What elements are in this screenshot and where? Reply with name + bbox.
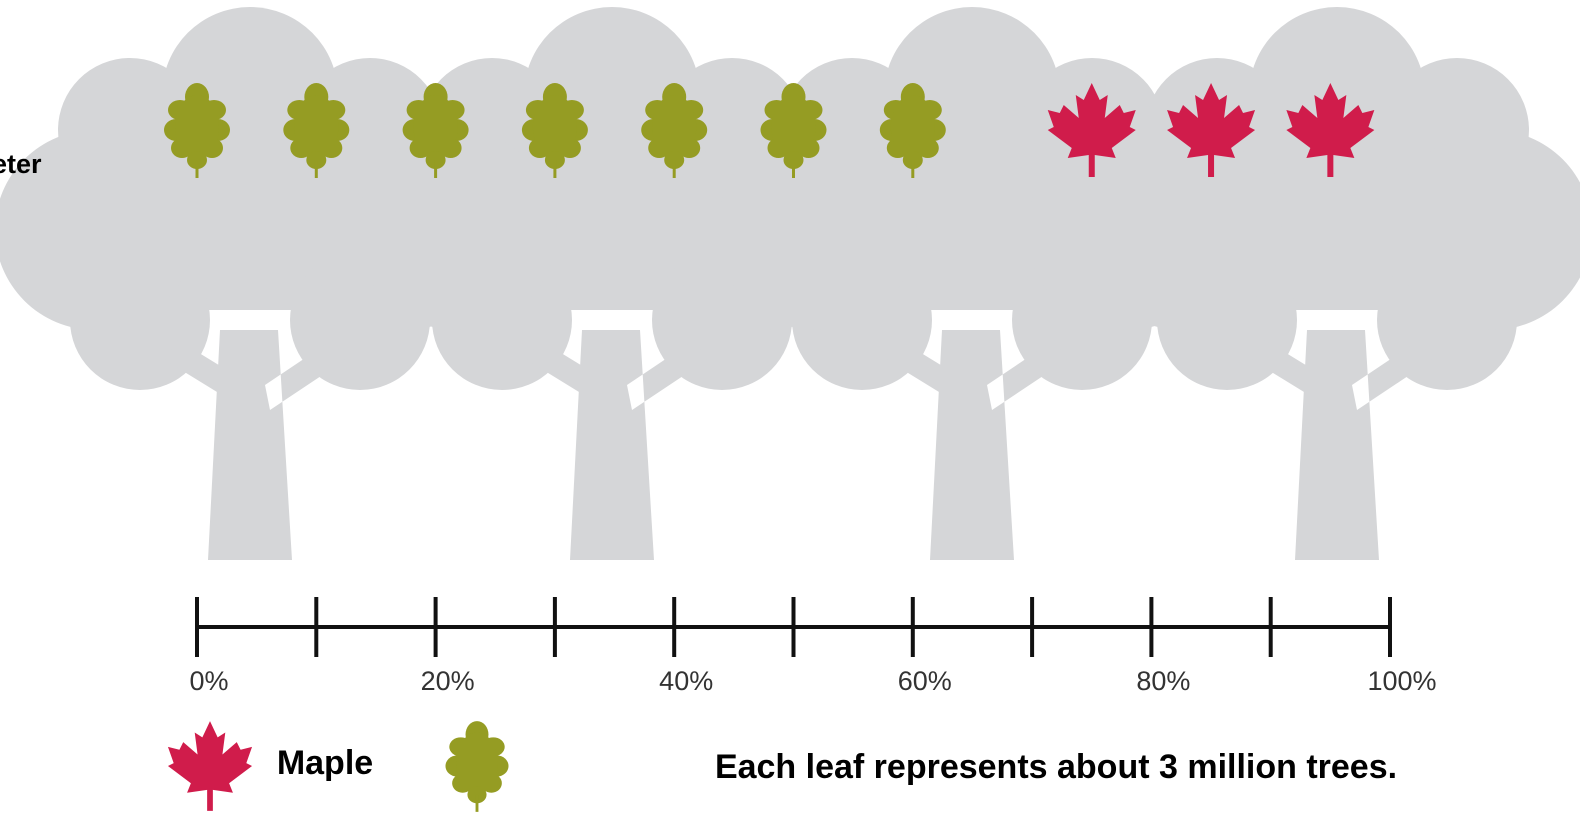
tree-trunk	[165, 330, 345, 560]
tree-trunk	[887, 330, 1067, 560]
tree-crown	[717, 130, 917, 330]
tree-crown	[1249, 7, 1425, 183]
x-tick-label: 100%	[1367, 666, 1436, 696]
x-tick-label: 60%	[898, 666, 952, 696]
x-tick-label: 80%	[1136, 666, 1190, 696]
legend-icon	[445, 721, 509, 812]
x-tick-label: 20%	[421, 666, 475, 696]
tree-crown	[0, 130, 195, 330]
x-tick-label: 40%	[659, 666, 713, 696]
tree-crown	[1082, 130, 1282, 330]
legend-icon	[167, 721, 253, 811]
tree-crown	[357, 130, 557, 330]
note: Each leaf represents about 3 million tre…	[715, 748, 1397, 786]
legend-label: Maple	[277, 744, 373, 782]
x-tick-label: 0%	[189, 666, 228, 696]
tree-crown	[1392, 130, 1580, 330]
side-label: eter	[0, 149, 42, 179]
tree-trunk	[527, 330, 707, 560]
tree-trunk	[1252, 330, 1432, 560]
tree-background	[0, 7, 1580, 560]
